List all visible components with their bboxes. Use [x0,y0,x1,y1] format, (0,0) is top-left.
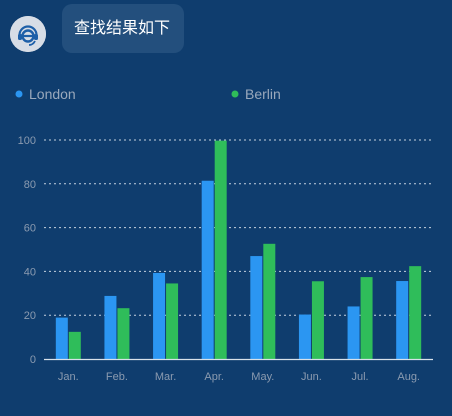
bar-london[interactable] [298,314,311,359]
x-tick-label: Mar. [155,371,176,383]
bar-london[interactable] [396,281,409,359]
bar-berlin[interactable] [409,266,422,359]
x-tick-label: Jul. [352,371,369,383]
bar-berlin[interactable] [68,331,81,359]
bar-london[interactable] [250,256,263,359]
assistant-avatar [10,16,46,52]
x-tick-label: Feb. [106,371,128,383]
legend-label-london[interactable]: London [29,86,76,102]
y-tick-label: 80 [24,179,36,191]
y-tick-label: 40 [24,266,36,278]
message-text: 查找结果如下 [74,20,171,37]
bar-berlin[interactable] [263,243,276,359]
bar-berlin[interactable] [214,140,227,359]
legend-marker-berlin[interactable] [231,90,239,98]
bar-london[interactable] [55,317,68,359]
bar-london[interactable] [104,295,117,359]
headset-assistant-icon [10,16,46,52]
x-tick-label: Jun. [301,371,322,383]
legend-marker-london[interactable] [15,90,23,98]
x-tick-label: Jan. [58,371,79,383]
chart-canvas: London Berlin 0 20 40 60 80 100 Jan. Feb. Mar. Apr.… [15,86,433,383]
bar-london[interactable] [347,306,360,359]
x-tick-label: Apr. [204,371,224,383]
bar-chart: London Berlin 0 20 40 60 80 100 Jan. Feb. Mar. Apr.… [0,70,452,416]
x-tick-label: Aug. [397,371,420,383]
x-tick-label: May. [251,371,274,383]
y-tick-label: 60 [24,223,36,235]
bar-berlin[interactable] [311,281,324,359]
bar-london[interactable] [201,180,214,359]
bar-london[interactable] [153,272,166,359]
y-tick-label: 20 [24,310,36,322]
bar-berlin[interactable] [360,277,373,359]
legend-label-berlin[interactable]: Berlin [245,86,281,102]
y-tick-label: 0 [30,354,36,366]
message-bubble: 查找结果如下 [62,4,185,53]
y-tick-label: 100 [18,135,36,147]
bar-berlin[interactable] [117,308,130,359]
bar-berlin[interactable] [166,283,179,359]
